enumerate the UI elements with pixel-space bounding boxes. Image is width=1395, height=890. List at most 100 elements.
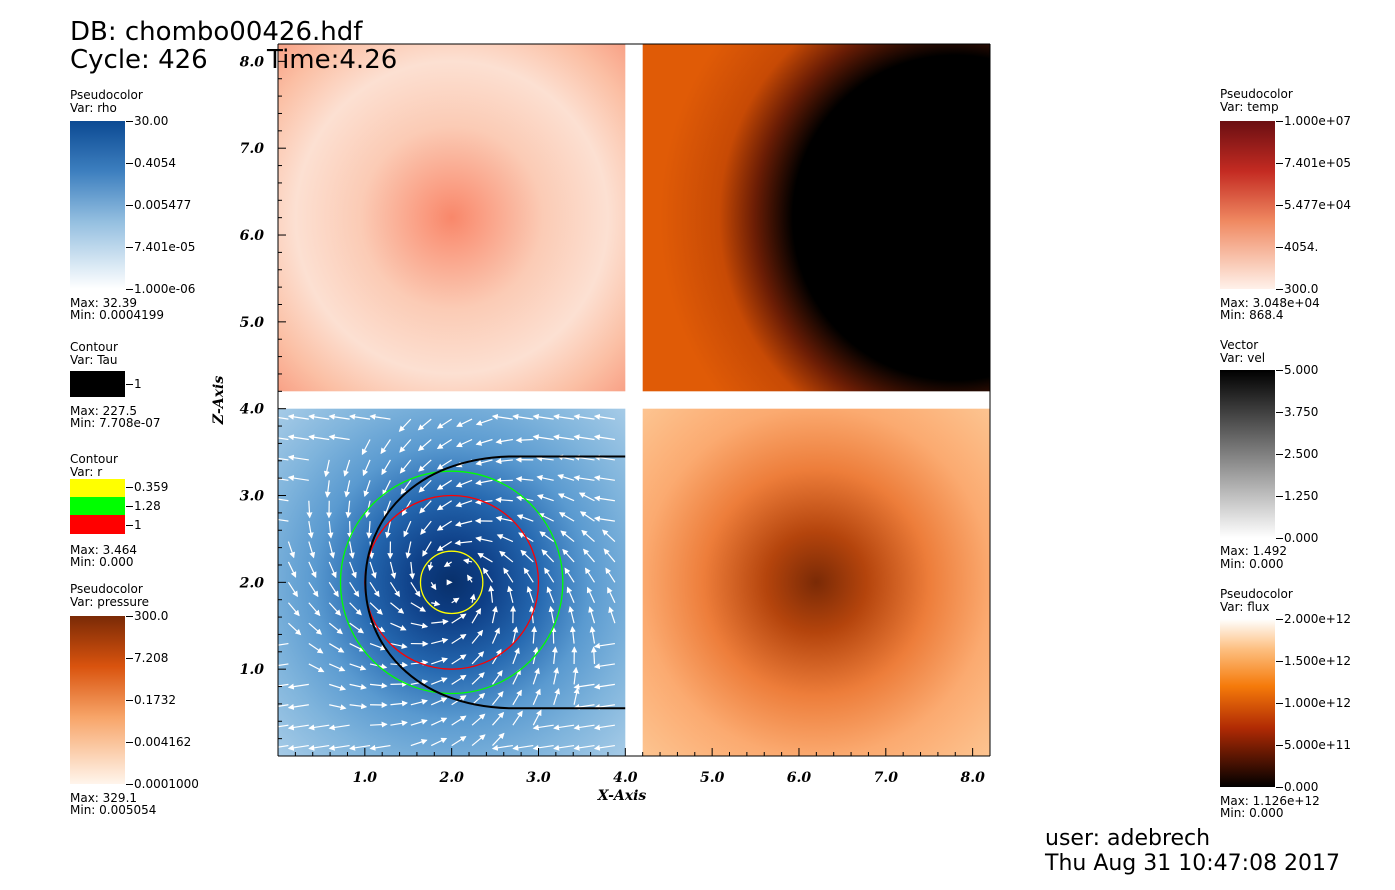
- velocity-vector: [475, 479, 493, 486]
- velocity-vector: [345, 500, 352, 519]
- velocity-vector: [491, 413, 513, 420]
- velocity-vector: [390, 622, 407, 631]
- velocity-vector: [608, 606, 616, 624]
- velocity-vector: [590, 646, 597, 664]
- velocity-vector: [454, 539, 473, 546]
- velocity-vector: [536, 455, 554, 462]
- velocity-vector: [349, 703, 368, 710]
- velocity-vector: [436, 459, 452, 470]
- legend-temp-min: Min: 868.4: [1220, 308, 1284, 322]
- legend-vel: Vector Var: vel: [1220, 339, 1265, 365]
- velocity-vector: [349, 413, 371, 420]
- velocity-vector: [369, 744, 391, 751]
- velocity-vector: [410, 622, 429, 629]
- velocity-vector: [516, 514, 534, 522]
- velocity-vector: [477, 552, 493, 563]
- velocity-vector: [491, 744, 513, 751]
- legend-vel-title: Vector: [1220, 338, 1259, 352]
- velocity-vector: [348, 541, 355, 559]
- velocity-vector: [532, 434, 554, 441]
- velocity-vector: [410, 602, 427, 612]
- y-tick-label: 3.0: [240, 489, 265, 505]
- velocity-vector: [553, 744, 575, 751]
- legend-rho-tick: 30.00: [125, 114, 169, 128]
- footer-user: user: adebrech: [1045, 826, 1211, 851]
- velocity-vector: [327, 521, 334, 539]
- velocity-vector: [455, 479, 473, 488]
- velocity-vector: [419, 500, 432, 514]
- velocity-vector: [328, 602, 342, 616]
- legend-vel-tick: 5.000: [1275, 363, 1319, 377]
- velocity-vector: [523, 567, 534, 583]
- velocity-vector: [308, 434, 330, 441]
- velocity-vector: [451, 674, 467, 685]
- velocity-vector: [475, 418, 493, 426]
- velocity-vector: [389, 561, 397, 580]
- velocity-vector: [431, 677, 448, 685]
- velocity-vector: [287, 475, 309, 482]
- velocity-vector: [531, 625, 538, 644]
- velocity-vector: [328, 582, 339, 598]
- velocity-vector: [491, 669, 503, 685]
- velocity-vector: [328, 434, 350, 441]
- legend-r-tick: 1.28: [126, 499, 161, 513]
- legend-r-swatch-yellow: [70, 479, 125, 497]
- velocity-vector: [579, 511, 595, 522]
- velocity-vector: [410, 582, 421, 598]
- panel-vel: [278, 408, 626, 756]
- velocity-vector: [451, 613, 467, 624]
- velocity-vector: [537, 513, 554, 522]
- velocity-vector: [306, 500, 313, 519]
- legend-flux-tick: 1.000e+12: [1275, 696, 1352, 710]
- x-axis-label: X-Axis: [597, 788, 647, 804]
- velocity-vector: [553, 724, 575, 731]
- legend-r-tick: 1: [126, 518, 142, 532]
- velocity-vector: [541, 549, 555, 563]
- legend-pressure-var: Var: pressure: [70, 595, 150, 609]
- velocity-vector: [512, 413, 534, 420]
- velocity-vector: [495, 458, 513, 465]
- velocity-vector: [532, 709, 542, 726]
- velocity-vector: [573, 687, 580, 705]
- time-label: Time:4.26: [267, 45, 398, 75]
- velocity-vector: [431, 600, 441, 607]
- x-tick-label: 3.0: [526, 770, 551, 786]
- velocity-vector: [593, 434, 615, 441]
- velocity-vector: [475, 536, 493, 543]
- velocity-vector: [462, 558, 473, 565]
- legend-vel-max: Max: 1.492: [1220, 544, 1288, 558]
- velocity-vector: [422, 541, 432, 557]
- velocity-vector: [328, 541, 336, 559]
- legend-vel-colorbar: [1220, 370, 1275, 538]
- velocity-vector: [495, 515, 514, 522]
- velocity-vector: [369, 642, 387, 651]
- velocity-vector: [399, 459, 412, 474]
- velocity-vector: [287, 413, 309, 420]
- legend-rho-tick: 1.000e-06: [125, 282, 196, 296]
- velocity-vector: [390, 602, 405, 614]
- velocity-vector: [362, 459, 371, 477]
- legend-vel-tick: 3.750: [1275, 405, 1319, 419]
- y-tick-label: 8.0: [240, 54, 265, 70]
- velocity-vector: [410, 718, 428, 726]
- velocity-vector: [557, 493, 575, 502]
- velocity-vector: [370, 721, 388, 728]
- legend-temp: Pseudocolor Var: temp: [1220, 88, 1293, 114]
- velocity-vector: [308, 744, 330, 751]
- velocity-vector: [573, 724, 595, 731]
- velocity-vector: [553, 667, 560, 685]
- velocity-vector: [507, 585, 514, 603]
- velocity-vector: [329, 704, 347, 711]
- legend-temp-colorbar: [1220, 121, 1275, 289]
- velocity-vector: [456, 438, 473, 448]
- velocity-vector: [584, 567, 595, 583]
- legend-flux-min: Min: 0.000: [1220, 806, 1284, 820]
- velocity-vector: [308, 724, 330, 731]
- velocity-vector: [455, 500, 473, 508]
- legend-tau-max: Max: 227.5: [70, 404, 138, 418]
- velocity-vector: [532, 724, 554, 731]
- velocity-vector: [324, 480, 331, 498]
- legend-rho-var: Var: rho: [70, 101, 117, 115]
- velocity-vector: [456, 418, 473, 427]
- velocity-vector: [560, 530, 575, 542]
